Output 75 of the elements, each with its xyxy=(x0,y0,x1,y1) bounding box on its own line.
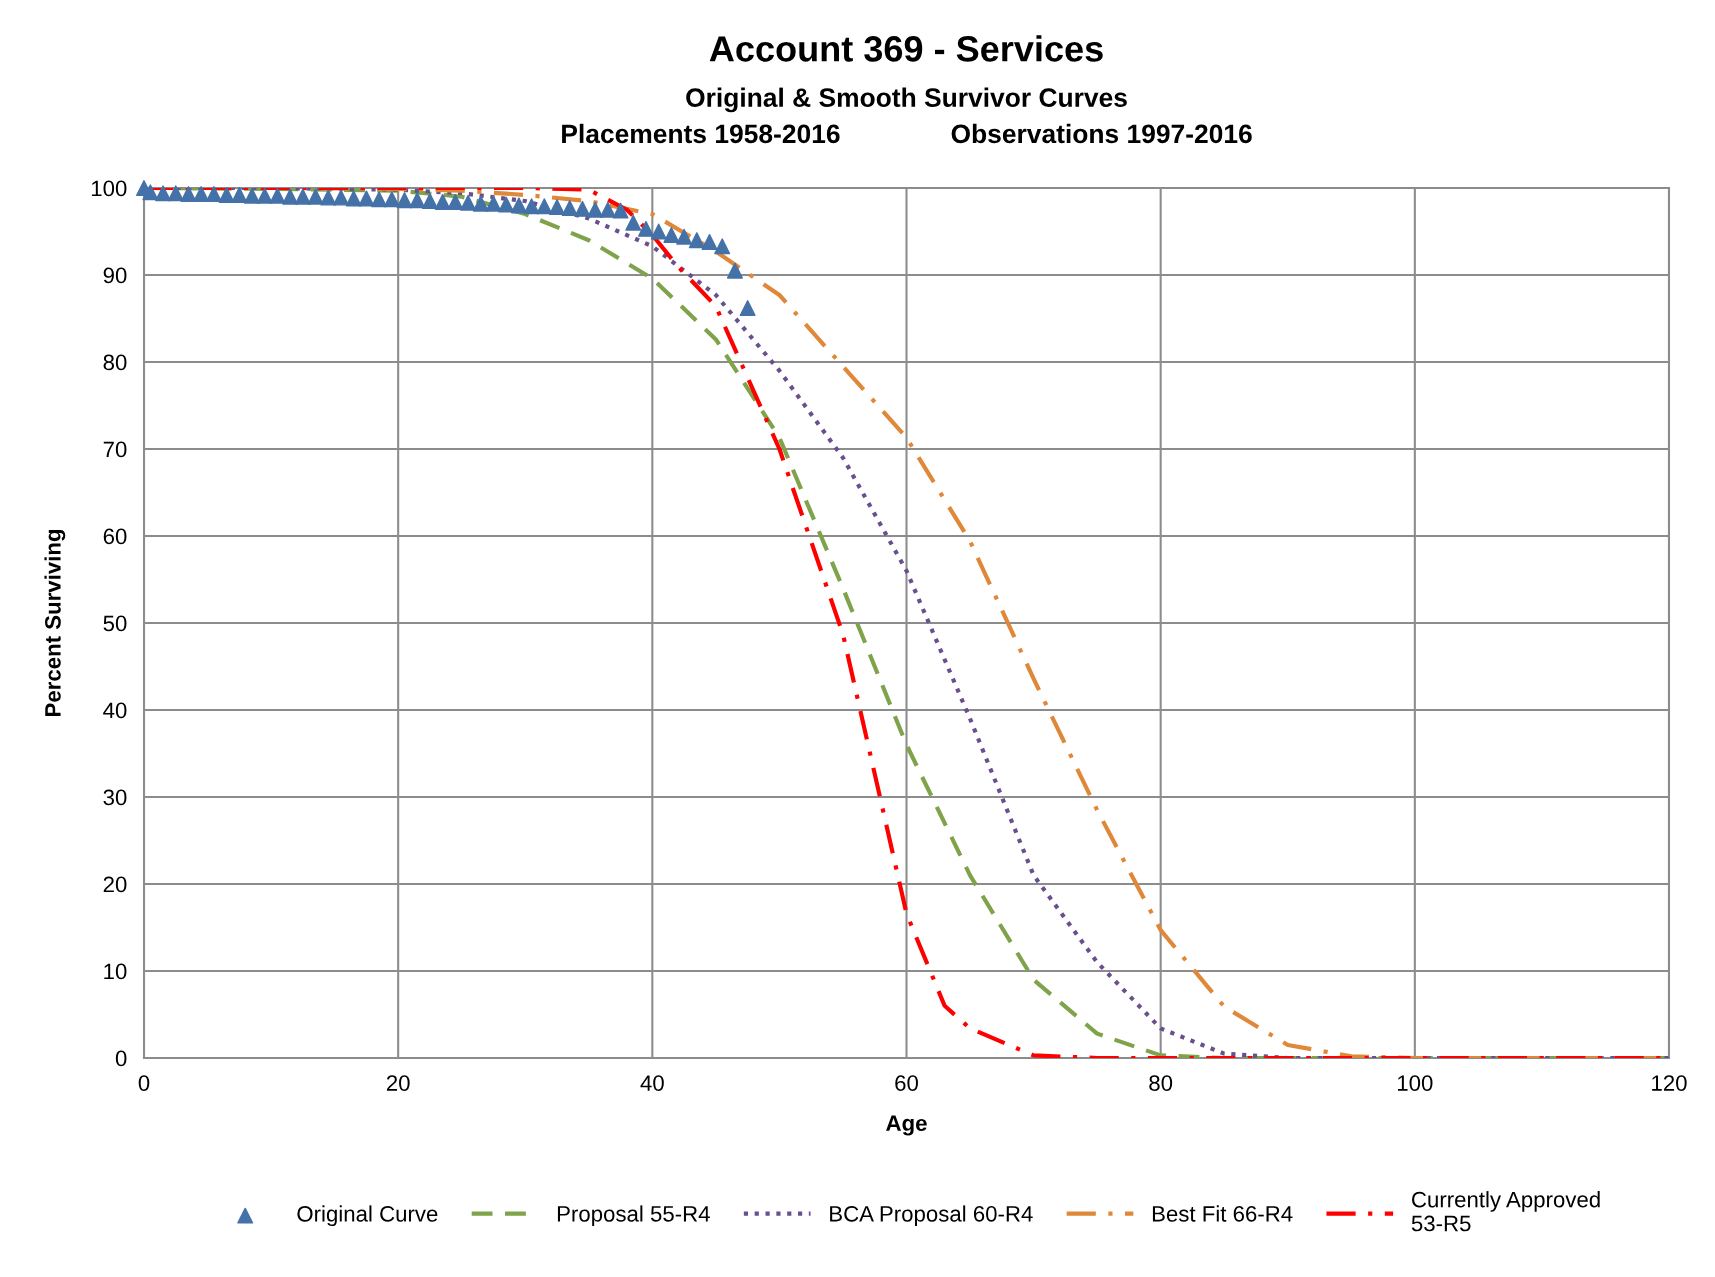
y-tick-label: 50 xyxy=(103,615,127,632)
y-tick-label: 90 xyxy=(103,267,127,284)
point xyxy=(447,193,464,210)
legend-label: BCA Proposal 60-R4 xyxy=(830,1205,1033,1227)
point xyxy=(574,200,591,217)
point xyxy=(205,186,222,203)
point xyxy=(244,187,260,204)
x-tick-label: 80 xyxy=(1149,1075,1173,1091)
point xyxy=(180,186,197,203)
point xyxy=(167,185,184,202)
point xyxy=(193,186,210,203)
y-tick-label: 60 xyxy=(103,528,127,545)
point xyxy=(701,233,718,250)
legend-label: Original Curve xyxy=(297,1205,438,1227)
y-tick-label: 30 xyxy=(103,789,127,806)
x-tick-label: 60 xyxy=(895,1075,918,1091)
point xyxy=(599,201,616,218)
point xyxy=(472,195,489,212)
y-axis-title: Percent Surviving xyxy=(44,530,66,716)
point xyxy=(523,198,540,215)
legend-label: Currently Approved 53-R5 xyxy=(1411,1191,1600,1232)
point xyxy=(536,198,553,215)
point xyxy=(269,187,286,204)
point xyxy=(231,186,248,203)
y-tick-label: 70 xyxy=(103,441,127,458)
legend-label: Best Fit 66-R4 xyxy=(1152,1205,1293,1222)
point xyxy=(294,188,311,205)
point xyxy=(510,197,527,214)
point xyxy=(676,228,693,245)
point xyxy=(358,190,375,207)
point xyxy=(688,232,705,249)
x-tick-label: 100 xyxy=(1397,1075,1433,1091)
point xyxy=(561,200,578,216)
point xyxy=(587,201,604,218)
point xyxy=(320,189,337,206)
point xyxy=(409,192,426,209)
point xyxy=(142,184,159,201)
point xyxy=(155,185,172,202)
point xyxy=(396,192,413,209)
y-tick-label: 80 xyxy=(103,354,127,371)
point xyxy=(726,262,743,279)
point xyxy=(383,191,400,208)
point xyxy=(638,220,654,237)
point xyxy=(460,194,477,211)
point xyxy=(421,193,438,210)
point xyxy=(714,238,731,255)
point xyxy=(612,202,629,219)
x-tick-label: 120 xyxy=(1652,1075,1687,1091)
point xyxy=(663,227,680,243)
point xyxy=(307,188,324,205)
point xyxy=(739,300,756,317)
point xyxy=(345,190,362,207)
point xyxy=(333,189,349,206)
point xyxy=(549,199,565,216)
y-tick-label: 20 xyxy=(103,876,127,893)
point xyxy=(498,196,515,213)
point xyxy=(218,186,235,203)
x-tick-label: 20 xyxy=(386,1075,410,1091)
point xyxy=(282,188,299,205)
point xyxy=(256,187,273,204)
x-tick-label: 0 xyxy=(138,1075,150,1091)
point xyxy=(371,191,388,208)
x-axis-title: Age xyxy=(886,1115,927,1136)
point xyxy=(625,214,642,231)
y-tick-label: 100 xyxy=(91,180,127,197)
y-tick-label: 40 xyxy=(103,702,127,719)
point xyxy=(650,223,667,240)
chart-title: Account 369 - Services xyxy=(709,35,1103,62)
x-tick-label: 40 xyxy=(640,1075,664,1091)
y-tick-label: 10 xyxy=(104,963,127,980)
legend-label: Proposal 55-R4 xyxy=(557,1205,710,1227)
y-tick-label: 0 xyxy=(115,1050,127,1067)
point xyxy=(485,195,502,212)
chart-subtitle: Original & Smooth Survivor Curves Placements 1958-2016 Observations 1997-2016 xyxy=(562,87,1252,144)
point xyxy=(434,193,451,210)
